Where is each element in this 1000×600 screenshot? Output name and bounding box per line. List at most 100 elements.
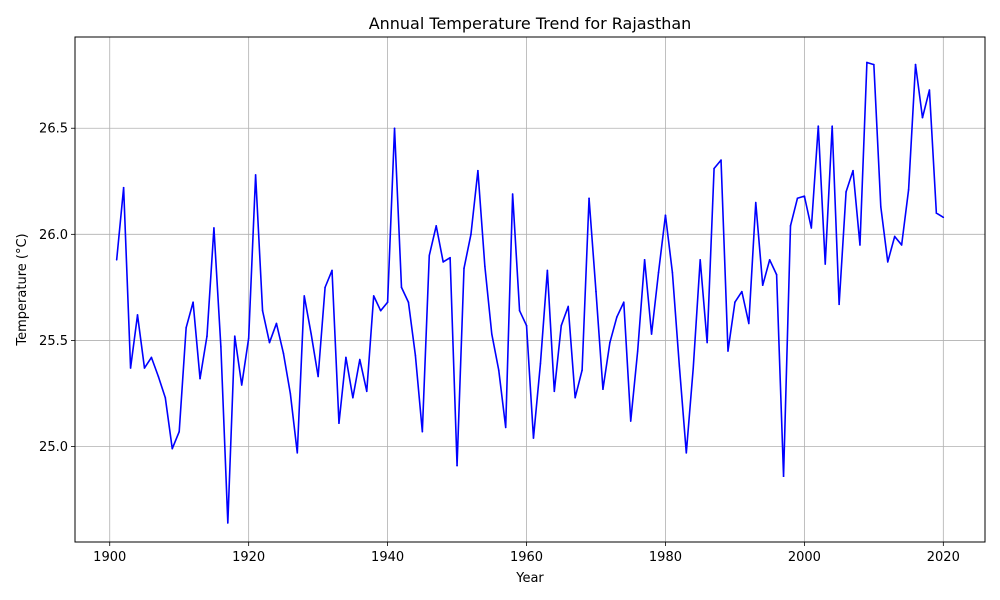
data-point (789, 225, 792, 227)
x-tick-label: 2020 (927, 550, 960, 565)
data-point (525, 324, 528, 327)
data-point (414, 354, 417, 357)
x-tick-label: 1980 (649, 550, 682, 565)
data-point (852, 169, 854, 172)
data-point (671, 271, 674, 274)
data-point (206, 335, 208, 337)
data-point (240, 384, 243, 386)
data-point (233, 335, 236, 337)
data-point (664, 214, 667, 217)
data-point (831, 125, 833, 127)
data-point (817, 125, 820, 127)
data-point (824, 263, 827, 265)
data-point (386, 301, 389, 304)
data-point (449, 256, 451, 259)
data-point (136, 314, 139, 316)
data-point (602, 388, 604, 391)
data-point (442, 261, 444, 263)
data-point (352, 396, 354, 399)
data-point (303, 295, 306, 297)
data-point (553, 390, 556, 393)
data-point (157, 375, 160, 378)
data-point (185, 326, 187, 329)
data-point (289, 392, 292, 395)
data-point (748, 322, 750, 325)
data-point (511, 193, 514, 195)
data-point (699, 258, 701, 261)
data-point (484, 265, 486, 267)
data-point (761, 284, 764, 287)
data-point (247, 337, 250, 340)
data-point (741, 290, 743, 293)
data-point (164, 396, 167, 399)
data-point (560, 324, 563, 327)
data-point (546, 269, 549, 272)
x-tick-label: 1940 (371, 550, 404, 565)
y-tick-label: 25.0 (39, 440, 68, 455)
data-point (574, 396, 576, 399)
data-point (463, 267, 465, 270)
data-point (227, 522, 229, 524)
data-point (727, 350, 729, 352)
data-point (880, 205, 882, 208)
data-point (122, 186, 125, 189)
data-point (942, 216, 945, 219)
grid-lines (75, 37, 985, 542)
data-point (400, 286, 403, 289)
data-point (345, 356, 347, 359)
data-point (477, 169, 479, 172)
y-tick-label: 26.0 (39, 228, 68, 243)
data-point (588, 197, 590, 200)
data-point (268, 341, 271, 344)
data-point (685, 452, 688, 454)
data-point (838, 303, 840, 306)
data-point (254, 174, 257, 176)
data-point (678, 365, 681, 367)
data-point (331, 269, 333, 272)
series-layer (115, 61, 945, 524)
data-point (873, 63, 875, 66)
data-point (532, 437, 535, 439)
data-point (435, 225, 438, 227)
x-tick-label: 1920 (232, 550, 265, 565)
axis-ticks: 1900 1920 1940 1960 1980 2000 2020 25.0 25.5 26.0… (39, 122, 960, 565)
data-point (706, 341, 708, 344)
data-point (199, 377, 201, 380)
data-point (900, 244, 903, 246)
y-tick-label: 26.5 (39, 122, 68, 137)
data-point (650, 333, 653, 335)
plot-frame (74, 36, 986, 543)
y-axis-label: Temperature (°C) (15, 233, 30, 346)
data-point (220, 345, 222, 348)
data-point (261, 309, 264, 312)
data-point (428, 254, 431, 257)
data-point (379, 309, 382, 312)
data-point (275, 322, 278, 325)
data-point (470, 233, 472, 236)
data-point (324, 286, 326, 289)
data-point (407, 301, 410, 304)
data-point (935, 212, 938, 214)
data-point (609, 341, 611, 344)
data-point (456, 464, 458, 467)
data-point (928, 89, 931, 91)
data-point (359, 358, 361, 361)
data-point (150, 356, 153, 359)
data-point (595, 290, 597, 293)
data-point (886, 261, 889, 263)
data-point (782, 475, 785, 478)
data-point (893, 235, 896, 238)
series-line (115, 61, 944, 524)
data-point (171, 447, 174, 450)
data-point (421, 430, 424, 433)
data-point (539, 362, 542, 365)
data-point (629, 420, 632, 422)
data-point (192, 301, 194, 304)
data-point (720, 159, 722, 161)
data-point (178, 430, 180, 433)
data-point (581, 369, 583, 371)
data-point (393, 127, 396, 130)
x-axis-label: Year (515, 571, 544, 586)
